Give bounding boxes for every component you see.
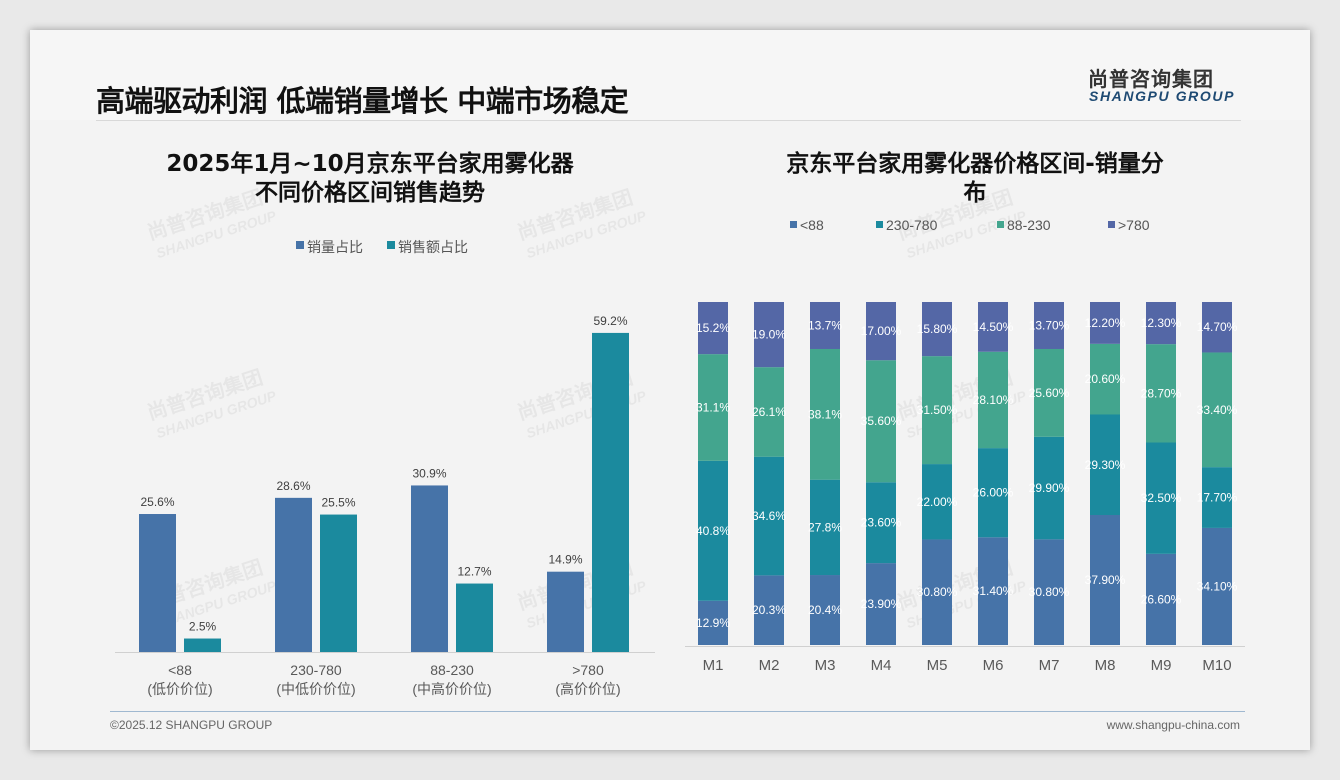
- footer-website: www.shangpu-china.com: [1106, 718, 1240, 732]
- right-chart-title-line1: 京东平台家用雾化器价格区间-销量分: [786, 151, 1164, 177]
- slide: 高端驱动利润 低端销量增长 中端市场稳定 尚普咨询集团 SHANGPU GROU…: [30, 30, 1310, 750]
- slide-header: [30, 30, 1310, 120]
- footer-copyright: ©2025.12 SHANGPU GROUP: [110, 718, 273, 732]
- header-divider: [96, 120, 1241, 121]
- logo-text-cn: 尚普咨询集团: [1088, 67, 1214, 91]
- left-chart-title: 2025年1月~10月京东平台家用雾化器 不同价格区间销售趋势: [100, 150, 640, 208]
- footer-divider: [110, 711, 1245, 712]
- logo-text-en: SHANGPU GROUP: [1089, 88, 1236, 104]
- page-title: 高端驱动利润 低端销量增长 中端市场稳定: [96, 84, 629, 118]
- right-chart-title-line2: 布: [963, 180, 987, 206]
- left-chart-title-line1: 2025年1月~10月京东平台家用雾化器: [166, 151, 574, 177]
- left-chart-title-line2: 不同价格区间销售趋势: [255, 180, 485, 206]
- right-chart-title: 京东平台家用雾化器价格区间-销量分 布: [730, 150, 1220, 208]
